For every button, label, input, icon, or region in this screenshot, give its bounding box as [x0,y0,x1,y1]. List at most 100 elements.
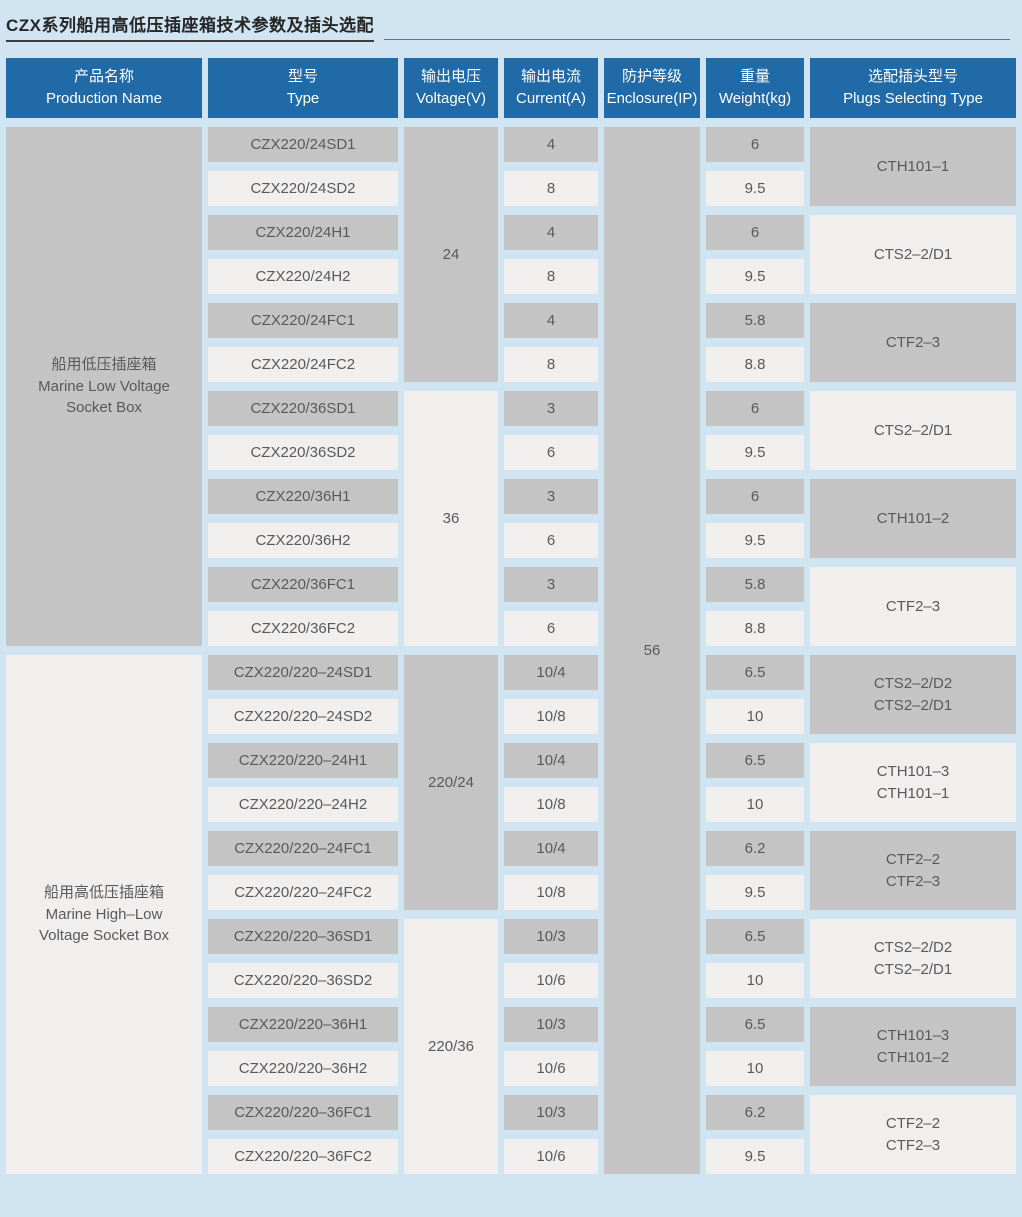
type-cell: CZX220/36SD1 [208,391,398,426]
current-cell: 10/6 [504,963,598,998]
enclosure-cell: 56 [604,127,700,1174]
type-cell: CZX220/220–24H2 [208,787,398,822]
type-cell: CZX220/36H2 [208,523,398,558]
type-cell: CZX220/36H1 [208,479,398,514]
header-zh: 重量 [739,68,770,86]
product-cell: 船用高低压插座箱 Marine High–Low Voltage Socket … [6,655,202,1174]
header-en: Plugs Selecting Type [843,90,983,107]
table-row: 船用高低压插座箱 Marine High–Low Voltage Socket … [6,655,1016,1174]
table-row: CZX220/24H1 4 6 CTS2–2/D1 [6,215,1016,294]
type-cell: CZX220/220–24SD1 [208,655,398,690]
current-cell: 10/8 [504,699,598,734]
weight-cell: 5.8 [706,567,804,602]
header-en: Enclosure(IP) [606,90,698,107]
column-header-weight: 重量 Weight(kg) [706,58,804,118]
header-zh: 产品名称 [73,68,134,86]
product-cell: 船用低压插座箱 Marine Low Voltage Socket Box [6,127,202,646]
table-row: CZX220/220–24H1 10/4 6.5 CTH101–3 CTH101… [6,743,1016,822]
type-cell: CZX220/220–36H1 [208,1007,398,1042]
header-en: Current(A) [515,90,586,107]
current-cell: 10/3 [504,919,598,954]
table-row: 船用低压插座箱 Marine Low Voltage Socket Box CZ… [6,127,1016,1174]
plug-cell: CTH101–3 CTH101–1 [810,743,1016,822]
weight-cell: 9.5 [706,875,804,910]
plug-cell: CTS2–2/D2 CTS2–2/D1 [810,655,1016,734]
table-row: CZX220/24SD2 8 9.5 [6,171,1016,206]
type-cell: CZX220/220–36FC2 [208,1139,398,1174]
current-cell: 6 [504,435,598,470]
weight-cell: 9.5 [706,259,804,294]
voltage-cell: 220/24 [404,655,498,910]
header-zh: 选配插头型号 [867,68,958,86]
weight-cell: 6 [706,215,804,250]
table-row: CZX220/220–36SD2 10/6 10 [6,963,1016,998]
table-row: CZX220/220–36FC2 10/6 9.5 [6,1139,1016,1174]
table-row: CZX220/36H1 3 6 CTH101–2 [6,479,1016,558]
table-row: CZX220/220–24FC1 10/4 6.2 CTF2–2 CTF2–3 [6,831,1016,910]
weight-cell: 9.5 [706,523,804,558]
weight-cell: 6 [706,127,804,162]
weight-cell: 6 [706,479,804,514]
header-en: Type [286,90,320,107]
header-zh: 型号 [287,68,318,86]
current-cell: 10/8 [504,787,598,822]
column-header-voltage: 输出电压 Voltage(V) [404,58,498,118]
table-row: CZX220/24FC1 4 5.8 CTF2–3 [6,303,1016,382]
current-cell: 3 [504,391,598,426]
current-cell: 8 [504,259,598,294]
voltage-cell: 36 [404,391,498,646]
catalog-page: CZX系列船用高低压插座箱技术参数及插头选配 产品名称 Production N… [0,16,1022,1183]
plug-cell: CTH101–1 [810,127,1016,206]
spec-table: 产品名称 Production Name 型号 Type 输出电压 Voltag… [0,49,1022,1183]
table-row: CZX220/220–36FC1 10/3 6.2 CTF2–2 CTF2–3 [6,1095,1016,1174]
plug-cell: CTS2–2/D2 CTS2–2/D1 [810,919,1016,998]
type-cell: CZX220/220–36FC1 [208,1095,398,1130]
current-cell: 3 [504,479,598,514]
voltage-cell: 24 [404,127,498,382]
weight-cell: 9.5 [706,171,804,206]
plug-cell: CTS2–2/D1 [810,391,1016,470]
weight-cell: 10 [706,699,804,734]
type-cell: CZX220/36FC1 [208,567,398,602]
header-en: Weight(kg) [718,90,792,107]
current-cell: 10/6 [504,1051,598,1086]
column-header-current: 输出电流 Current(A) [504,58,598,118]
header-zh: 防护等级 [621,68,682,86]
weight-cell: 6.5 [706,1007,804,1042]
table-row: CZX220/220–36H2 10/6 10 [6,1051,1016,1086]
header-row: 产品名称 Production Name 型号 Type 输出电压 Voltag… [6,58,1016,118]
plug-cell: CTF2–3 [810,567,1016,646]
header-en: Voltage(V) [415,90,487,107]
weight-cell: 8.8 [706,611,804,646]
weight-cell: 9.5 [706,435,804,470]
header-zh: 输出电流 [520,68,581,86]
current-cell: 8 [504,347,598,382]
header-zh: 输出电压 [420,68,481,86]
plug-cell: CTH101–2 [810,479,1016,558]
column-header-production-name: 产品名称 Production Name [6,58,202,118]
plug-cell: CTF2–2 CTF2–3 [810,1095,1016,1174]
table-row: CZX220/220–24SD2 10/8 10 [6,699,1016,734]
plug-cell: CTF2–3 [810,303,1016,382]
type-cell: CZX220/220–36H2 [208,1051,398,1086]
type-cell: CZX220/24FC2 [208,347,398,382]
table-row: CZX220/36H2 6 9.5 [6,523,1016,558]
weight-cell: 6.2 [706,1095,804,1130]
type-cell: CZX220/36SD2 [208,435,398,470]
current-cell: 10/8 [504,875,598,910]
type-cell: CZX220/220–24FC2 [208,875,398,910]
column-header-type: 型号 Type [208,58,398,118]
current-cell: 4 [504,127,598,162]
current-cell: 10/4 [504,655,598,690]
weight-cell: 6.5 [706,919,804,954]
table-row: CZX220/220–24FC2 10/8 9.5 [6,875,1016,910]
weight-cell: 10 [706,1051,804,1086]
type-cell: CZX220/220–24FC1 [208,831,398,866]
weight-cell: 10 [706,963,804,998]
type-cell: CZX220/220–36SD2 [208,963,398,998]
current-cell: 6 [504,523,598,558]
current-cell: 4 [504,215,598,250]
header-en: Production Name [46,90,162,107]
weight-cell: 6.5 [706,743,804,778]
table-row: CZX220/36SD1 36 3 6 CTS2–2/D1 [6,391,1016,646]
